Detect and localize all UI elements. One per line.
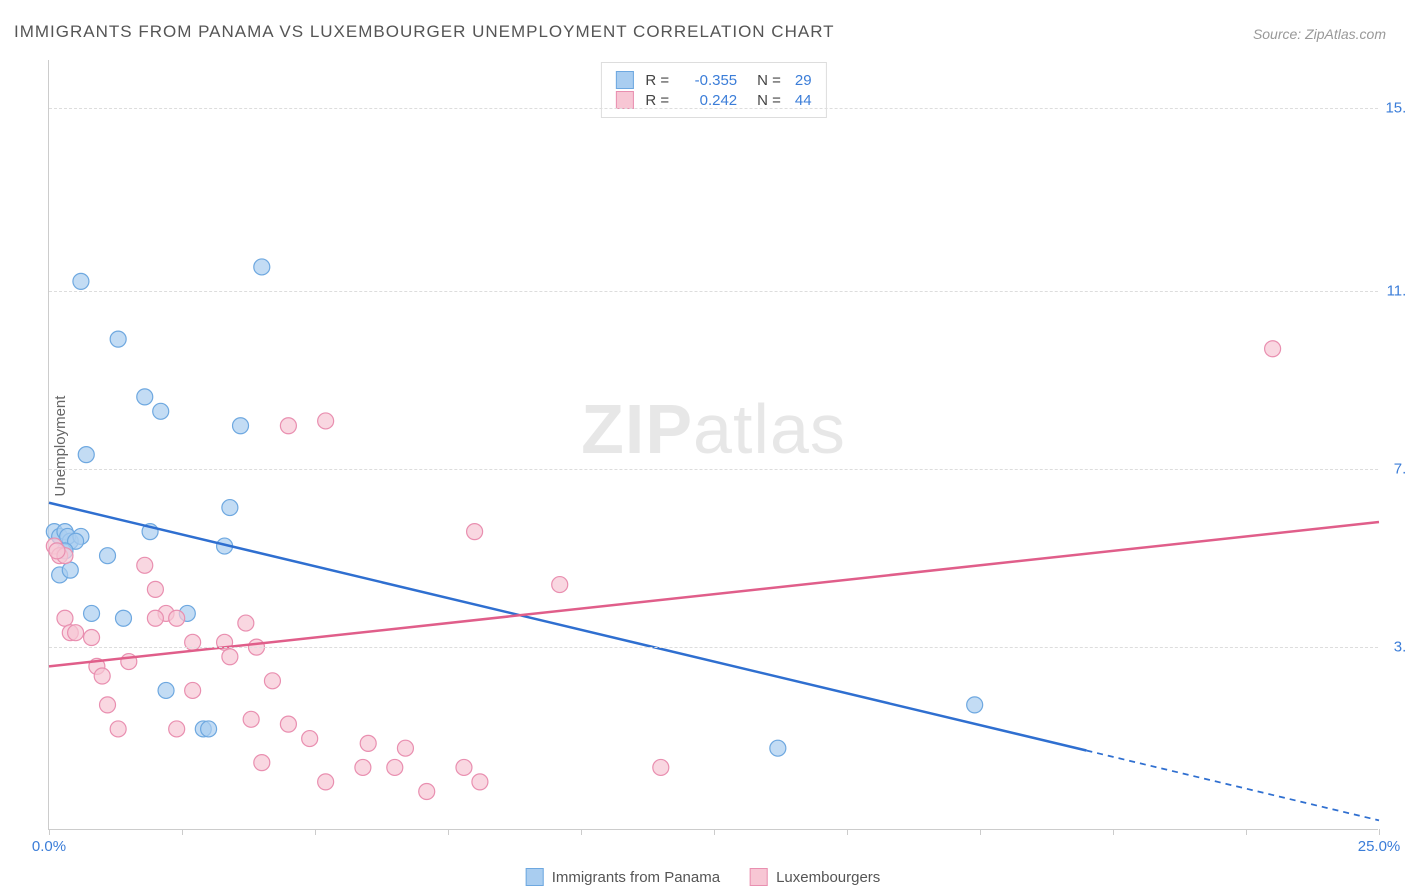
data-point — [360, 735, 376, 751]
data-point — [185, 682, 201, 698]
data-point — [472, 774, 488, 790]
data-point — [110, 331, 126, 347]
data-point — [158, 682, 174, 698]
y-tick-label: 11.2% — [1382, 283, 1406, 300]
data-point — [153, 403, 169, 419]
x-tick-label: 0.0% — [32, 838, 66, 855]
data-point — [137, 389, 153, 405]
source-attribution: Source: ZipAtlas.com — [1253, 26, 1386, 42]
plot-svg — [49, 60, 1378, 829]
x-tick — [315, 829, 316, 835]
data-point — [302, 731, 318, 747]
trend-line — [49, 522, 1379, 666]
data-point — [1265, 341, 1281, 357]
data-point — [222, 649, 238, 665]
gridline — [49, 108, 1378, 109]
x-tick — [182, 829, 183, 835]
y-tick-label: 15.0% — [1382, 100, 1406, 117]
x-tick — [980, 829, 981, 835]
data-point — [238, 615, 254, 631]
data-point — [254, 259, 270, 275]
data-point — [355, 759, 371, 775]
data-point — [254, 755, 270, 771]
legend-label-panama: Immigrants from Panama — [552, 869, 720, 886]
series-legend: Immigrants from Panama Luxembourgers — [526, 868, 881, 886]
data-point — [318, 413, 334, 429]
data-point — [115, 610, 131, 626]
source-name: ZipAtlas.com — [1305, 26, 1386, 42]
chart-title: IMMIGRANTS FROM PANAMA VS LUXEMBOURGER U… — [14, 22, 835, 42]
legend-swatch-panama-b — [526, 868, 544, 886]
data-point — [387, 759, 403, 775]
data-point — [49, 543, 65, 559]
data-point — [57, 610, 73, 626]
legend-swatch-luxembourg-b — [750, 868, 768, 886]
data-point — [770, 740, 786, 756]
gridline — [49, 469, 1378, 470]
data-point — [419, 784, 435, 800]
data-point — [169, 610, 185, 626]
trend-line-dashed — [1086, 750, 1379, 820]
x-tick — [49, 829, 50, 835]
data-point — [467, 524, 483, 540]
x-tick — [448, 829, 449, 835]
x-tick — [1246, 829, 1247, 835]
data-point — [137, 557, 153, 573]
data-point — [169, 721, 185, 737]
data-point — [318, 774, 334, 790]
data-point — [78, 447, 94, 463]
legend-item-panama: Immigrants from Panama — [526, 868, 720, 886]
gridline — [49, 647, 1378, 648]
plot-area: ZIPatlas R = -0.355 N = 29 R = 0.242 N =… — [48, 60, 1378, 830]
y-tick-label: 7.5% — [1382, 461, 1406, 478]
data-point — [264, 673, 280, 689]
gridline — [49, 291, 1378, 292]
data-point — [84, 630, 100, 646]
x-tick — [847, 829, 848, 835]
legend-item-luxembourg: Luxembourgers — [750, 868, 880, 886]
data-point — [147, 610, 163, 626]
x-tick — [1379, 829, 1380, 835]
data-point — [68, 625, 84, 641]
x-tick — [581, 829, 582, 835]
data-point — [62, 562, 78, 578]
x-tick — [714, 829, 715, 835]
data-point — [73, 273, 89, 289]
data-point — [280, 418, 296, 434]
data-point — [233, 418, 249, 434]
data-point — [280, 716, 296, 732]
data-point — [84, 605, 100, 621]
x-tick — [1113, 829, 1114, 835]
data-point — [100, 697, 116, 713]
data-point — [967, 697, 983, 713]
trend-line — [49, 503, 1086, 751]
data-point — [456, 759, 472, 775]
data-point — [222, 500, 238, 516]
legend-label-luxembourg: Luxembourgers — [776, 869, 880, 886]
data-point — [100, 548, 116, 564]
chart-container: IMMIGRANTS FROM PANAMA VS LUXEMBOURGER U… — [0, 0, 1406, 892]
data-point — [201, 721, 217, 737]
x-tick-label: 25.0% — [1358, 838, 1401, 855]
data-point — [397, 740, 413, 756]
data-point — [653, 759, 669, 775]
data-point — [147, 581, 163, 597]
data-point — [110, 721, 126, 737]
data-point — [243, 711, 259, 727]
source-prefix: Source: — [1253, 26, 1305, 42]
data-point — [552, 577, 568, 593]
y-tick-label: 3.8% — [1382, 639, 1406, 656]
data-point — [94, 668, 110, 684]
